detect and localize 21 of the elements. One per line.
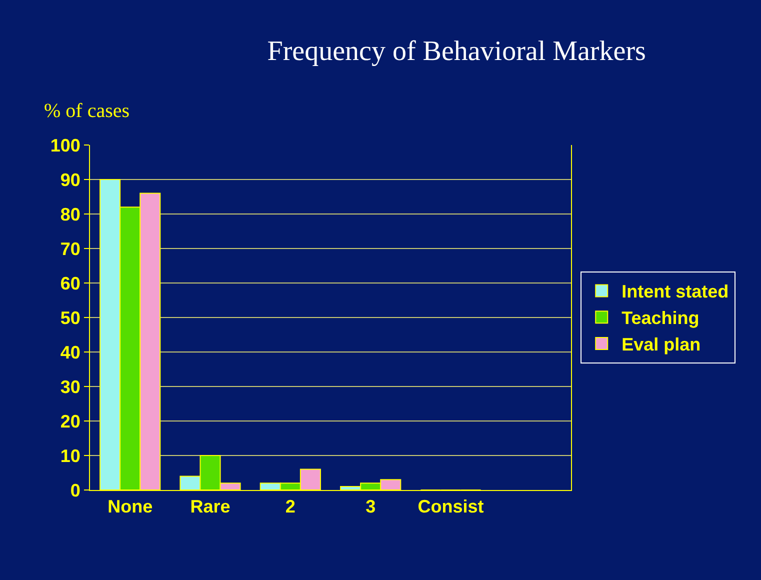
y-tick-label: 100 bbox=[50, 135, 80, 156]
y-tick-label: 30 bbox=[60, 376, 80, 397]
x-tick-label: Consist bbox=[418, 496, 484, 517]
y-tick-label: 40 bbox=[60, 342, 80, 362]
y-tick-label: 90 bbox=[60, 170, 80, 190]
x-tick-label: 3 bbox=[366, 496, 376, 517]
y-tick-label: 10 bbox=[60, 446, 80, 466]
y-axis-title: % of cases bbox=[44, 100, 130, 122]
x-tick-label: Rare bbox=[190, 496, 230, 517]
y-tick-label: 0 bbox=[70, 480, 80, 500]
y-tick-label: 60 bbox=[60, 273, 80, 294]
legend-label: Intent stated bbox=[622, 282, 729, 302]
legend-label: Teaching bbox=[622, 308, 700, 328]
legend-label: Eval plan bbox=[622, 334, 701, 355]
y-tick-label: 80 bbox=[60, 204, 80, 224]
y-tick-label: 70 bbox=[60, 238, 80, 259]
x-tick-label: 2 bbox=[285, 496, 296, 517]
x-tick-label: None bbox=[108, 496, 153, 517]
chart-title: Frequency of Behavioral Markers bbox=[267, 36, 646, 68]
y-tick-label: 20 bbox=[60, 411, 80, 432]
y-tick-label: 50 bbox=[60, 308, 80, 328]
